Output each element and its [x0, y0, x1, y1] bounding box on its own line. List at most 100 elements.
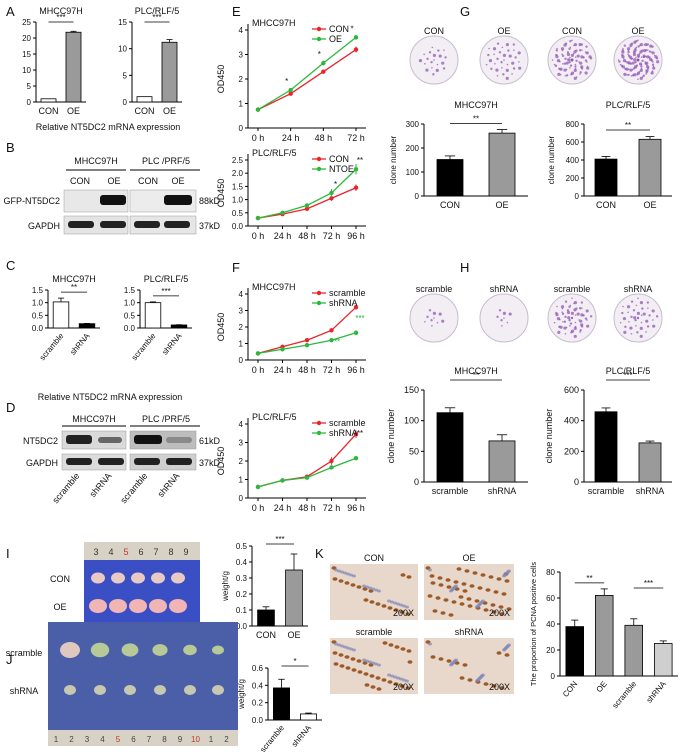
x-tick-label: 96 h	[347, 365, 365, 375]
chart-I: 0.0 0.1 0.2 0.3 0.4 0.5 weight/g CON OE ***	[221, 535, 308, 640]
x-tick-label: 72 h	[323, 231, 341, 241]
x-tick-label: 96 h	[347, 503, 365, 513]
colony	[633, 40, 637, 44]
y-tick-label: 0	[239, 124, 244, 133]
data-point	[321, 60, 326, 66]
y-tick-label: 20	[22, 34, 31, 43]
colony	[585, 309, 589, 313]
x-tick-label: CON	[135, 106, 155, 116]
y-tick-label: 3	[239, 51, 244, 60]
blot-band	[134, 435, 162, 444]
colony	[500, 61, 503, 64]
magnification-label: 200X	[393, 608, 414, 618]
y-tick-label: 0.5	[232, 209, 244, 218]
colony	[644, 61, 646, 63]
colony	[495, 68, 499, 72]
colony	[568, 61, 571, 64]
panel-letter-G: G	[460, 4, 470, 19]
data-point	[280, 478, 285, 483]
nucleus	[390, 600, 394, 604]
data-point	[304, 342, 310, 348]
ruler-number: 9	[178, 735, 183, 744]
y-tick-label: 0.0	[236, 622, 248, 631]
colony	[496, 315, 499, 319]
colony	[569, 322, 573, 325]
stained-nucleus	[437, 576, 443, 580]
colony	[635, 56, 637, 59]
colony	[627, 311, 629, 314]
y-axis-label: OD450	[216, 447, 226, 476]
colony	[635, 304, 638, 307]
x-tick-label: scramble	[258, 723, 286, 752]
sig-marker: ***	[355, 314, 364, 323]
nucleus	[393, 675, 397, 679]
chart-title: MHCC97H	[252, 18, 296, 28]
nucleus	[387, 673, 391, 677]
blot-size-label: 37kD	[199, 458, 221, 468]
y-axis-label: weight/g	[237, 679, 246, 710]
stained-nucleus	[443, 598, 449, 602]
legend-marker	[316, 430, 322, 436]
colony	[654, 54, 656, 57]
y-tick-label: 2	[239, 75, 244, 84]
x-tick-label: scramble	[130, 331, 158, 362]
stained-nucleus	[332, 651, 338, 655]
data-point	[255, 215, 261, 221]
tumor	[109, 599, 127, 613]
colony	[561, 307, 564, 310]
colony	[566, 52, 571, 57]
nucleus	[396, 676, 400, 680]
colony	[646, 325, 650, 328]
stained-nucleus	[407, 660, 413, 664]
data-point	[353, 35, 359, 40]
colony	[553, 63, 556, 66]
y-tick-label: 15	[22, 50, 31, 59]
colony	[622, 47, 624, 50]
chart-title: MHCC97H	[454, 366, 498, 376]
nucleus	[374, 662, 378, 666]
y-tick-label: 3	[239, 439, 244, 448]
stained-nucleus	[332, 577, 338, 581]
tumor	[183, 644, 197, 656]
colony	[588, 55, 592, 59]
blot-band	[166, 458, 192, 465]
chart-C1: MHCC97H 0.0 0.5 1.0 1.5 scramble shRNA **	[32, 274, 100, 362]
colony	[433, 317, 435, 319]
nucleus	[346, 572, 350, 576]
colony	[570, 316, 574, 320]
sig-marker: **	[71, 283, 77, 292]
stained-nucleus	[357, 670, 363, 674]
bar-OE	[161, 41, 178, 103]
colony	[442, 67, 446, 70]
colony	[512, 67, 516, 70]
ruler	[84, 542, 200, 560]
colony	[586, 324, 590, 328]
colony	[637, 39, 639, 42]
x-tick-label: CON	[440, 200, 460, 210]
stained-nucleus	[485, 588, 491, 592]
colony	[638, 52, 641, 55]
nucleus	[352, 648, 356, 652]
colony	[645, 55, 647, 58]
data-point	[353, 305, 359, 310]
stained-nucleus	[488, 575, 494, 579]
x-tick-label: 24 h	[282, 133, 300, 143]
colony	[505, 68, 509, 73]
colony	[570, 58, 574, 62]
legend-label: NTOE	[329, 164, 354, 174]
ihc-label: shRNA	[455, 627, 484, 637]
colony	[567, 58, 571, 62]
nucleus	[399, 603, 403, 607]
colony	[627, 68, 630, 71]
stained-nucleus	[472, 571, 478, 575]
nucleus	[337, 569, 341, 573]
stained-nucleus	[430, 581, 436, 585]
x-tick-label: 48 h	[315, 133, 333, 143]
colony	[494, 62, 496, 65]
colony	[633, 65, 638, 69]
ruler-number: 6	[131, 735, 136, 744]
colony	[561, 312, 565, 316]
blot-size-label: 61kD	[199, 436, 221, 446]
colony	[627, 50, 630, 54]
ruler-number: 8	[168, 547, 173, 557]
